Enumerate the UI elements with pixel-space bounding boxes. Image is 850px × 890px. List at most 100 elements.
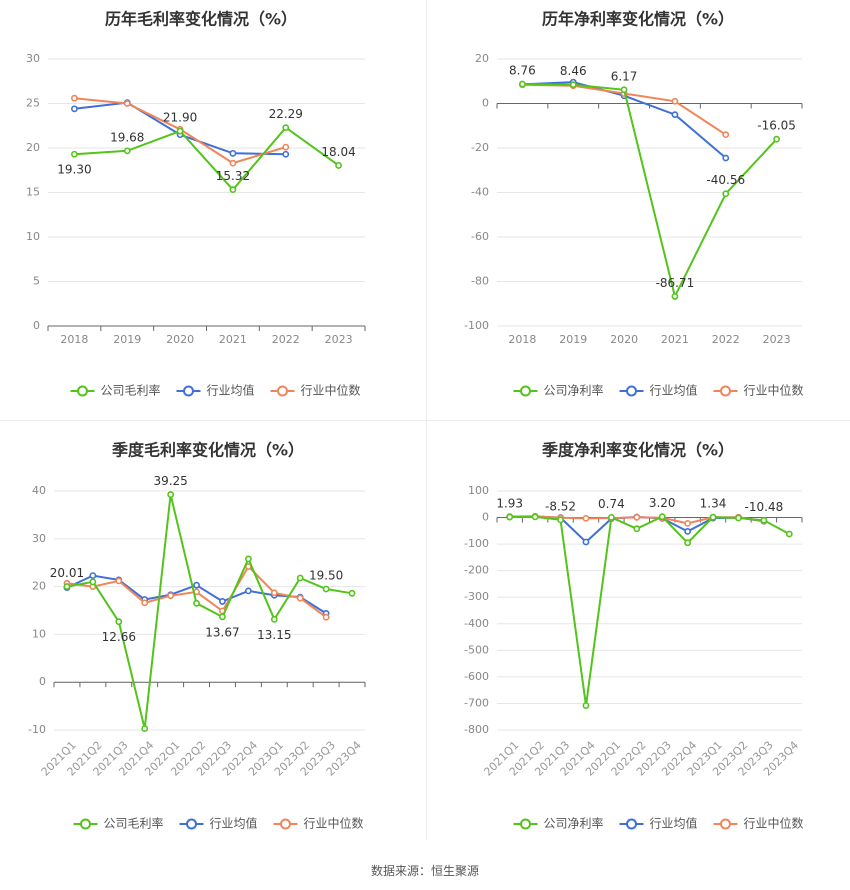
data-point bbox=[115, 577, 123, 585]
legend-item[interactable]: 行业中位数 bbox=[713, 816, 804, 831]
legend-swatch-marker bbox=[520, 818, 531, 830]
legend-swatch-marker bbox=[520, 385, 531, 397]
chart-title: 季度净利率变化情况（%） bbox=[541, 441, 734, 460]
data-label: 39.25 bbox=[153, 474, 187, 488]
y-tick-label: 30 bbox=[26, 52, 40, 65]
data-point bbox=[322, 613, 330, 621]
chart-title: 季度毛利率变化情况（%） bbox=[111, 441, 304, 460]
data-point bbox=[348, 589, 356, 597]
data-point bbox=[282, 150, 290, 158]
data-point bbox=[557, 516, 564, 524]
data-point bbox=[167, 491, 175, 498]
data-point bbox=[71, 94, 78, 102]
legend-swatch-marker bbox=[186, 818, 197, 830]
series-line bbox=[66, 494, 353, 729]
y-tick-label: 10 bbox=[32, 627, 46, 640]
x-tick-label: 2020 bbox=[610, 333, 638, 346]
data-point bbox=[607, 513, 615, 521]
data-point bbox=[296, 574, 304, 582]
legend-label: 公司毛利率 bbox=[104, 816, 164, 831]
legend-item[interactable]: 行业均值 bbox=[179, 816, 258, 831]
data-point bbox=[176, 127, 184, 135]
chart-2: 历年净利率变化情况（%） -100 -80 -60 -40 -20 0 20 2018 2019 2… bbox=[464, 10, 803, 398]
legend-item[interactable]: 行业中位数 bbox=[270, 383, 361, 398]
legend-item[interactable]: 行业中位数 bbox=[273, 816, 364, 831]
data-point bbox=[633, 513, 641, 521]
x-tick-label: 2018 bbox=[508, 333, 536, 346]
data-point bbox=[244, 587, 252, 595]
y-tick-label: 30 bbox=[32, 532, 46, 545]
legend: 公司毛利率 行业均值 行业中位数 bbox=[73, 816, 364, 831]
y-tick-label: -80 bbox=[471, 275, 489, 288]
series-line bbox=[509, 515, 790, 706]
data-point bbox=[71, 150, 78, 158]
data-label: 21.90 bbox=[163, 111, 197, 125]
y-tick-label: -100 bbox=[464, 319, 489, 332]
series-company bbox=[63, 491, 356, 732]
data-point bbox=[760, 516, 768, 524]
data-point bbox=[229, 149, 237, 157]
data-point bbox=[735, 514, 742, 522]
chart-title: 历年净利率变化情况（%） bbox=[542, 10, 734, 29]
legend-item[interactable]: 行业中位数 bbox=[713, 383, 804, 398]
y-tick-label: -100 bbox=[464, 537, 489, 550]
data-point bbox=[569, 81, 577, 89]
data-label: 18.04 bbox=[321, 145, 355, 159]
x-tick-label: 2021 bbox=[661, 333, 689, 346]
legend-label: 公司净利率 bbox=[544, 816, 604, 831]
data-point bbox=[582, 538, 590, 546]
data-point bbox=[229, 159, 237, 167]
chart-1: 历年毛利率变化情况（%） 0 5 10 15 20 25 30 2018 2019 2020 2021… bbox=[26, 10, 366, 398]
data-point bbox=[141, 725, 149, 732]
x-tick-label: 2019 bbox=[559, 333, 587, 346]
legend-label: 行业中位数 bbox=[744, 816, 804, 831]
series-company bbox=[71, 124, 342, 194]
y-tick-label: -40 bbox=[471, 186, 489, 199]
data-label: 8.46 bbox=[560, 64, 587, 78]
data-label: 8.76 bbox=[509, 64, 536, 78]
data-point bbox=[282, 124, 290, 132]
data-point bbox=[89, 578, 97, 586]
chart-4: 季度净利率变化情况（%） -800 -700 -600 -500 -400 -300 -200… bbox=[464, 441, 803, 831]
data-point bbox=[709, 513, 717, 521]
legend-item[interactable]: 公司毛利率 bbox=[70, 383, 161, 398]
legend-label: 行业均值 bbox=[650, 383, 698, 398]
legend-swatch-marker bbox=[720, 818, 731, 830]
data-point bbox=[270, 615, 278, 623]
x-tick-label: 2023 bbox=[325, 333, 353, 346]
legend-item[interactable]: 行业均值 bbox=[619, 816, 698, 831]
data-point bbox=[89, 572, 97, 580]
y-tick-label: -600 bbox=[464, 670, 489, 683]
series-company bbox=[506, 513, 793, 709]
data-label: -86.71 bbox=[656, 276, 695, 290]
data-point bbox=[582, 514, 590, 522]
legend-item[interactable]: 行业均值 bbox=[619, 383, 698, 398]
legend-swatch-marker bbox=[183, 385, 194, 397]
data-point bbox=[244, 555, 252, 563]
legend-item[interactable]: 行业均值 bbox=[176, 383, 255, 398]
data-point bbox=[671, 293, 679, 300]
legend-item[interactable]: 公司净利率 bbox=[513, 816, 604, 831]
x-tick-label: 2022 bbox=[272, 333, 300, 346]
y-tick-label: -60 bbox=[471, 230, 489, 243]
data-point bbox=[282, 143, 290, 151]
y-tick-label: 0 bbox=[482, 97, 489, 110]
y-tick-label: 0 bbox=[482, 511, 489, 524]
data-label: 19.68 bbox=[110, 130, 144, 144]
legend-label: 行业均值 bbox=[207, 383, 255, 398]
x-tick-label: 2019 bbox=[113, 333, 141, 346]
y-tick-label: -500 bbox=[464, 643, 489, 656]
data-label: -40.56 bbox=[706, 173, 745, 187]
y-tick-label: -10 bbox=[28, 723, 46, 736]
y-tick-label: 15 bbox=[26, 186, 40, 199]
y-tick-label: 10 bbox=[26, 230, 40, 243]
legend-item[interactable]: 公司净利率 bbox=[513, 383, 604, 398]
legend: 公司净利率 行业均值 行业中位数 bbox=[513, 383, 804, 398]
data-point bbox=[141, 599, 149, 607]
data-label: 1.93 bbox=[496, 497, 523, 511]
legend-label: 公司净利率 bbox=[544, 383, 604, 398]
legend-item[interactable]: 公司毛利率 bbox=[73, 816, 164, 831]
y-tick-label: -700 bbox=[464, 696, 489, 709]
chart-title: 历年毛利率变化情况（%） bbox=[105, 10, 297, 29]
